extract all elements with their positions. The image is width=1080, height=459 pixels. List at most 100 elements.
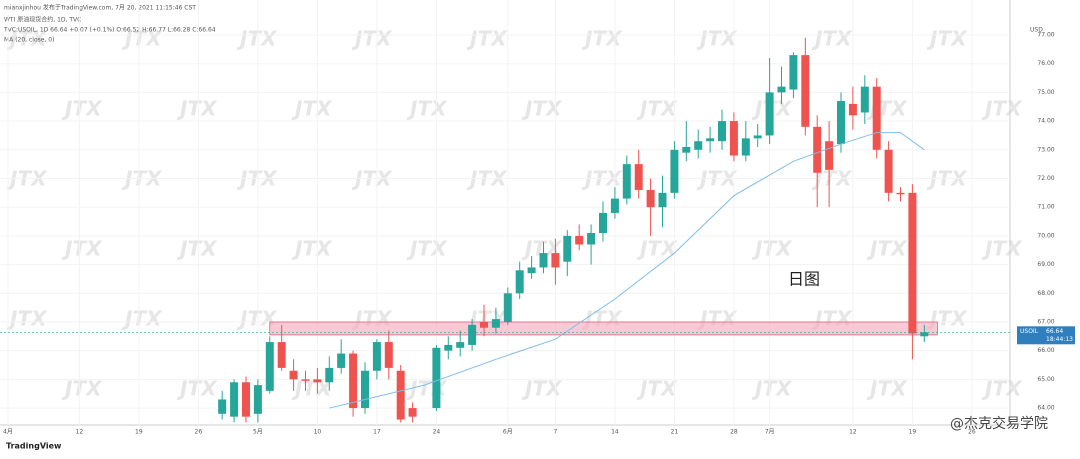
candle-body: [896, 192, 905, 195]
watermark: JTX: [61, 237, 103, 261]
candle-body: [718, 121, 727, 142]
y-tick-label: 72.00: [1037, 175, 1054, 182]
header-line: mianxjinhou 发布于TradingView.com, 7月 20, 2…: [4, 4, 196, 12]
y-tick-label: 77.00: [1037, 32, 1054, 39]
candle-body: [634, 164, 643, 190]
watermark: JTX: [176, 237, 218, 261]
x-tick-label: 24: [433, 429, 441, 436]
candle-body: [301, 379, 310, 381]
x-tick-label: 10: [314, 429, 322, 436]
candle-body: [825, 141, 834, 170]
x-tick-label: 12: [76, 429, 84, 436]
candle-body: [765, 92, 774, 136]
candle-body: [741, 138, 750, 156]
candle-body: [408, 408, 417, 417]
y-tick-label: 74.00: [1037, 118, 1054, 125]
watermark: JTX: [291, 237, 333, 261]
candle-body: [670, 149, 679, 193]
candle-body: [253, 385, 262, 414]
candle-body: [432, 347, 441, 409]
watermark: JTX: [866, 97, 908, 121]
watermark: JTX: [696, 27, 738, 51]
candle-body: [218, 399, 227, 414]
x-tick-label: 4月: [3, 429, 13, 436]
candle-body: [277, 342, 286, 368]
watermark: JTX: [636, 97, 678, 121]
y-tick-label: 73.00: [1037, 146, 1054, 153]
y-tick-label: 67.00: [1037, 318, 1054, 325]
candle-body: [682, 146, 691, 153]
last-price-box: [1017, 326, 1075, 345]
watermark: JTX: [926, 27, 968, 51]
credit: @杰克交易学院: [950, 415, 1048, 432]
annotation: 日图: [788, 270, 820, 289]
watermark: JTX: [6, 307, 48, 331]
watermark: JTX: [291, 97, 333, 121]
watermark: JTX: [61, 97, 103, 121]
watermark: JTX: [751, 237, 793, 261]
y-tick-label: 76.00: [1037, 60, 1054, 67]
candle-body: [515, 270, 524, 294]
watermark: JTX: [61, 377, 103, 401]
watermark: JTX: [406, 237, 448, 261]
candle-body: [575, 235, 584, 245]
header-line: WTI 原油现货合约, 1D, TVC: [4, 16, 81, 24]
y-tick-label: 65.00: [1037, 376, 1054, 383]
candle-body: [360, 370, 369, 409]
watermark: JTX: [811, 27, 853, 51]
x-tick-label: 7: [553, 429, 557, 436]
watermark: JTX: [406, 97, 448, 121]
candle-body: [527, 267, 536, 274]
candle-body: [551, 253, 560, 268]
watermark: JTX: [121, 307, 163, 331]
x-tick-label: 17: [373, 429, 381, 436]
last-symbol: USOIL: [1020, 328, 1039, 335]
candle-body: [230, 382, 239, 417]
candle-body: [848, 103, 857, 116]
watermark: JTX: [981, 237, 1023, 261]
x-tick-label: 19: [909, 429, 917, 436]
candle-body: [265, 342, 274, 391]
candle-body: [325, 367, 334, 383]
candle-body: [884, 149, 893, 193]
watermark: JTX: [176, 377, 218, 401]
candle-body: [337, 353, 346, 368]
candle-body: [587, 233, 596, 245]
x-tick-label: 21: [671, 429, 679, 436]
countdown: 18:44:13: [1046, 336, 1073, 343]
x-tick-label: 28: [730, 429, 738, 436]
candle-body: [860, 86, 869, 113]
ma-line: [329, 132, 925, 409]
candle-body: [610, 198, 619, 213]
candle-body: [468, 324, 477, 345]
watermark: JTX: [351, 27, 393, 51]
y-tick-label: 69.00: [1037, 261, 1054, 268]
candle-body: [706, 138, 715, 142]
watermark: JTX: [866, 377, 908, 401]
candle-body: [777, 86, 786, 93]
watermark: JTX: [121, 27, 163, 51]
watermark: JTX: [981, 97, 1023, 121]
header-line: TVC:USOIL, 1D 66.64 +0.07 (+0.1%) O:66.5…: [3, 27, 216, 34]
x-tick-label: 5月: [253, 429, 263, 436]
watermark: JTX: [466, 27, 508, 51]
footer-logo: TradingView: [6, 442, 62, 451]
candle-body: [753, 135, 762, 139]
candle-body: [729, 121, 738, 156]
candle-body: [313, 379, 322, 383]
y-tick-label: 71.00: [1037, 204, 1054, 211]
candle-body: [479, 321, 488, 328]
watermark: JTX: [6, 27, 48, 51]
candle-body: [384, 342, 393, 368]
candle-body: [920, 332, 929, 337]
y-tick-label: 64.00: [1037, 405, 1054, 412]
y-tick-label: 66.00: [1037, 347, 1054, 354]
last-price: 66.64: [1046, 328, 1063, 335]
watermark: JTX: [636, 237, 678, 261]
y-tick-label: 70.00: [1037, 232, 1054, 239]
watermark: JTX: [581, 27, 623, 51]
candle-body: [241, 382, 250, 417]
candle-body: [396, 370, 405, 420]
candle-body: [837, 101, 846, 145]
